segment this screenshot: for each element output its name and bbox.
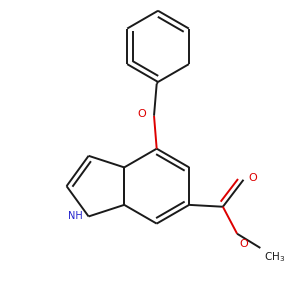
Text: NH: NH bbox=[68, 212, 83, 221]
Text: CH$_3$: CH$_3$ bbox=[264, 250, 286, 264]
Text: O: O bbox=[240, 239, 248, 249]
Text: O: O bbox=[137, 109, 146, 119]
Text: O: O bbox=[249, 173, 258, 183]
